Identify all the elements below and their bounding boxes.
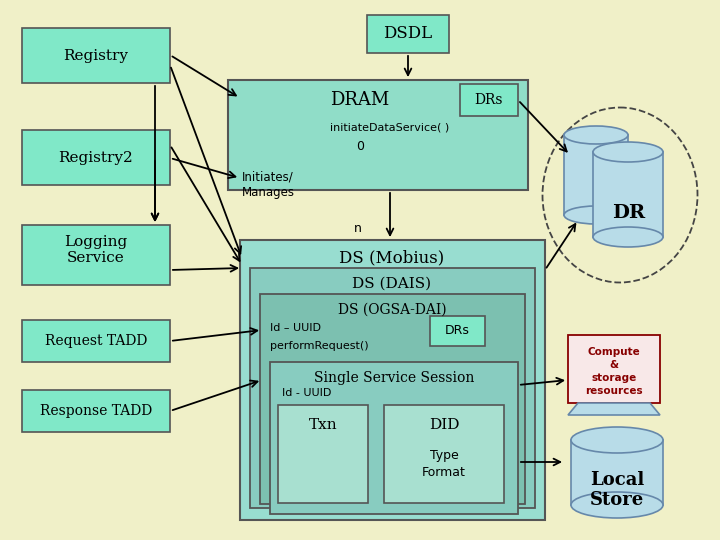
Text: DRs: DRs [474, 93, 503, 107]
Bar [430, 316, 485, 346]
Text: DS (Mobius): DS (Mobius) [339, 249, 445, 267]
Bar [22, 225, 170, 285]
Bar [278, 405, 368, 503]
Text: Type: Type [430, 449, 459, 462]
Ellipse shape [593, 142, 663, 162]
Bar [460, 84, 518, 116]
Ellipse shape [564, 206, 628, 224]
Text: DS (OGSA-DAI): DS (OGSA-DAI) [338, 303, 446, 317]
Text: Compute: Compute [588, 347, 640, 357]
Bar [564, 135, 628, 215]
Bar [22, 28, 170, 83]
Text: resources: resources [585, 386, 643, 396]
Bar [250, 268, 535, 508]
Bar [571, 440, 663, 505]
Ellipse shape [571, 492, 663, 518]
Text: DRs: DRs [444, 325, 469, 338]
Bar [228, 80, 528, 190]
Text: Registry2: Registry2 [58, 151, 133, 165]
Text: Txn: Txn [309, 418, 337, 432]
Text: Single Service Session: Single Service Session [314, 371, 474, 385]
Text: DID: DID [428, 418, 459, 432]
Bar [22, 320, 170, 362]
Text: Response TADD: Response TADD [40, 404, 152, 418]
Text: Registry: Registry [63, 49, 128, 63]
Text: DR: DR [613, 204, 646, 222]
Ellipse shape [564, 126, 628, 144]
Text: Logging
Service: Logging Service [64, 235, 127, 265]
Text: Format: Format [422, 465, 466, 478]
Ellipse shape [593, 227, 663, 247]
Text: 0: 0 [356, 139, 364, 152]
Bar [22, 390, 170, 432]
Text: Id - UUID: Id - UUID [282, 388, 331, 398]
Bar [260, 294, 525, 504]
Bar [270, 362, 518, 514]
Text: n: n [354, 221, 362, 234]
Text: storage: storage [591, 373, 636, 383]
Ellipse shape [571, 427, 663, 453]
Polygon shape [568, 403, 660, 415]
Text: performRequest(): performRequest() [270, 341, 369, 351]
Text: initiateDataService( ): initiateDataService( ) [330, 123, 449, 133]
Text: Id – UUID: Id – UUID [270, 323, 321, 333]
Text: Initiates/
Manages: Initiates/ Manages [242, 171, 295, 199]
Text: DRAM: DRAM [330, 91, 390, 109]
Bar [22, 130, 170, 185]
Text: Request TADD: Request TADD [45, 334, 147, 348]
Text: DS (DAIS): DS (DAIS) [352, 277, 431, 291]
Bar [568, 335, 660, 403]
Text: Local
Store: Local Store [590, 470, 644, 509]
Bar [593, 152, 663, 237]
Text: DSDL: DSDL [384, 25, 433, 43]
Bar [367, 15, 449, 53]
Text: &: & [610, 360, 618, 370]
Bar [384, 405, 504, 503]
Bar [240, 240, 545, 520]
